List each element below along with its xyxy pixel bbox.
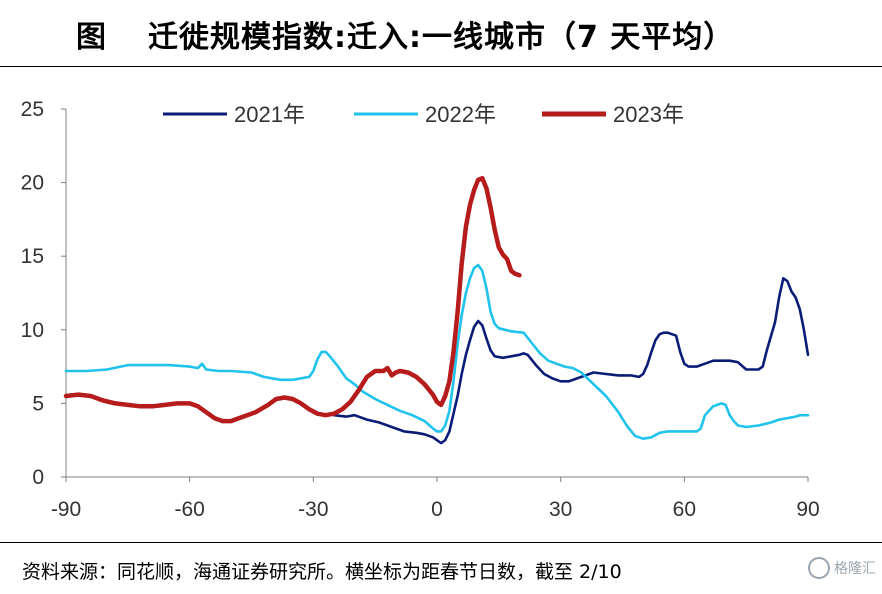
title-bar: 图 迁徙规模指数:迁入:一线城市（7 天平均）: [0, 0, 882, 67]
y-tick-label: 10: [21, 319, 44, 342]
chart-title: 迁徙规模指数:迁入:一线城市（7 天平均）: [148, 20, 735, 55]
chart-area: 0 5 10 15 20 25 -90 -60 -30 0 30 60 90 2021年 2022年 2023…: [0, 66, 882, 540]
series-line-2022年: [64, 263, 810, 440]
legend-label: 2023年: [613, 102, 684, 127]
x-tick-label: 90: [796, 498, 819, 521]
series-line-2021年: [332, 277, 810, 445]
x-tick-label: 0: [431, 498, 443, 521]
x-tick-label: 60: [673, 498, 696, 521]
y-tick-label: 15: [21, 245, 44, 268]
watermark: 格隆汇: [804, 551, 882, 585]
legend-label: 2022年: [425, 102, 496, 127]
series-line-2023年: [63, 175, 522, 424]
x-tick-label: -30: [298, 498, 328, 521]
y-tick-label: 20: [21, 172, 44, 195]
watermark-text: 格隆汇: [834, 561, 876, 577]
line-chart: 0 5 10 15 20 25 -90 -60 -30 0 30 60 90 2021年 2022年 2023…: [21, 98, 820, 521]
source-bar: 资料来源：同花顺，海通证券研究所。横坐标为距春节日数，截至 2/10 格隆汇: [0, 542, 882, 594]
watermark-logo-icon: [808, 557, 830, 579]
y-tick-label: 25: [21, 98, 44, 121]
x-tick-label: 30: [549, 498, 572, 521]
figure-label: 图: [76, 20, 106, 55]
legend-label: 2021年: [234, 102, 305, 127]
x-tick-label: -90: [51, 498, 81, 521]
y-tick-label: 5: [32, 392, 44, 415]
y-tick-label: 0: [32, 466, 44, 489]
x-tick-label: -60: [174, 498, 204, 521]
source-note: 资料来源：同花顺，海通证券研究所。横坐标为距春节日数，截至 2/10: [22, 561, 622, 583]
